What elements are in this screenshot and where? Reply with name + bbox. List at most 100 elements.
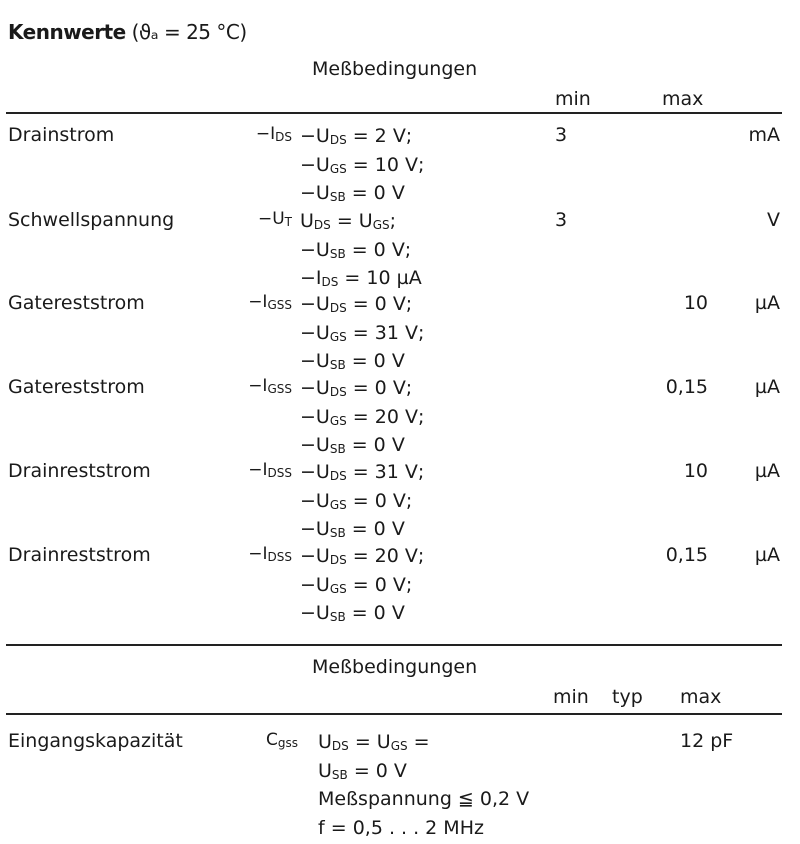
measurement-conditions: −UDS = 2 V;−UGS = 10 V;−USB = 0 V xyxy=(300,124,424,210)
symbol-subscript: DSS xyxy=(268,466,292,480)
condition-symbol: −U xyxy=(300,574,330,596)
condition-value: = 0 V; xyxy=(347,377,413,399)
max-value: 10 xyxy=(640,292,708,314)
condition-line: −USB = 0 V xyxy=(300,181,424,210)
table-row: Drainreststrom −IDSS −UDS = 20 V; −UGS = 0 … xyxy=(0,544,800,628)
condition-subscript: DS xyxy=(330,385,347,399)
condition-value: = U xyxy=(331,210,373,232)
condition-value: = 10 µA xyxy=(338,267,421,289)
symbol-subscript: DSS xyxy=(268,550,292,564)
condition-symbol: −U xyxy=(300,125,330,147)
condition-symbol: −U xyxy=(300,293,330,315)
condition-value: = 31 V; xyxy=(347,461,425,483)
condition-line: −UGS = 10 V; xyxy=(300,153,424,182)
condition-symbol: −U xyxy=(300,182,330,204)
condition-symbol: Meßspannung ≦ 0,2 V xyxy=(318,788,529,810)
parameter-symbol: −IDS xyxy=(230,124,292,144)
condition-subscript: GS xyxy=(330,330,347,344)
table1-header-conditions: Meßbedingungen xyxy=(312,58,477,80)
symbol-subscript: DS xyxy=(275,130,292,144)
condition-subscript: DS xyxy=(314,218,331,232)
condition-symbol: U xyxy=(318,731,332,753)
symbol-subscript: GSS xyxy=(267,382,292,396)
max-value: 0,15 xyxy=(640,544,708,566)
unit: mA xyxy=(720,124,780,146)
condition-line: −UGS = 20 V; xyxy=(300,405,424,434)
unit: µA xyxy=(720,544,780,566)
condition-value: = 0 V xyxy=(346,518,405,540)
condition-subscript: GS xyxy=(330,414,347,428)
condition-subscript: DS xyxy=(330,301,347,315)
condition-line: −IDS = 10 µA xyxy=(300,266,422,295)
table2-header-conditions: Meßbedingungen xyxy=(312,656,477,678)
measurement-conditions: −UDS = 0 V;−UGS = 20 V;−USB = 0 V xyxy=(300,376,424,462)
condition-subscript: DS xyxy=(330,553,347,567)
condition-symbol: f = 0,5 . . . 2 MHz xyxy=(318,817,484,839)
symbol-letter: −I xyxy=(248,292,267,312)
table2-header-rule xyxy=(6,713,782,715)
condition-line: −UGS = 0 V; xyxy=(300,573,424,602)
parameter-symbol: −IDSS xyxy=(230,460,292,480)
symbol-letter: −U xyxy=(258,209,285,229)
condition-line: −UGS = 31 V; xyxy=(300,321,424,350)
condition-subscript: DS xyxy=(330,133,347,147)
condition-symbol: −U xyxy=(300,461,330,483)
parameter-symbol: Cgss xyxy=(236,730,298,750)
parameter-symbol: −IGSS xyxy=(230,292,292,312)
condition-symbol: −U xyxy=(300,406,330,428)
condition-value: = 0 V; xyxy=(347,293,413,315)
unit: V xyxy=(720,209,780,231)
condition-value: = 0 V xyxy=(346,182,405,204)
title-bold: Kennwerte xyxy=(8,20,126,44)
condition-line: −UGS = 0 V; xyxy=(300,489,424,518)
condition-subscript: DS xyxy=(322,275,339,289)
condition-line: −USB = 0 V xyxy=(300,601,424,630)
condition-value: = 20 V; xyxy=(347,545,425,567)
condition-subscript: GS xyxy=(330,498,347,512)
parameter-name: Gatereststrom xyxy=(8,376,145,398)
symbol-letter: C xyxy=(266,730,278,750)
condition-value: = 0 V; xyxy=(346,239,412,261)
table2-top-rule xyxy=(6,644,782,646)
condition-line: −UDS = 31 V; xyxy=(300,460,424,489)
table-row: Gatereststrom−IGSS−UDS = 0 V;−UGS = 31 V… xyxy=(0,292,800,376)
condition-symbol: −U xyxy=(300,239,330,261)
condition-value: = 20 V; xyxy=(347,406,425,428)
condition-value: = 0 V; xyxy=(347,574,413,596)
condition-symbol: −U xyxy=(300,518,330,540)
condition-value: = 31 V; xyxy=(347,322,425,344)
condition-subscript: GS xyxy=(330,162,347,176)
condition-line: −USB = 0 V xyxy=(300,517,424,546)
condition-symbol: U xyxy=(300,210,314,232)
symbol-subscript: T xyxy=(285,215,292,229)
parameter-name: Drainreststrom xyxy=(8,544,151,566)
parameter-name: Drainstrom xyxy=(8,124,114,146)
max-value: 10 xyxy=(640,460,708,482)
condition-line: −USB = 0 V xyxy=(300,433,424,462)
condition-line: −UDS = 0 V; xyxy=(300,376,424,405)
unit: µA xyxy=(720,292,780,314)
min-value: 3 xyxy=(555,209,567,231)
condition-symbol: −U xyxy=(300,490,330,512)
condition-line: USB = 0 V xyxy=(318,759,529,788)
condition-subscript: SB xyxy=(330,358,346,372)
condition-subscript: DS xyxy=(330,469,347,483)
condition-value: = 0 V xyxy=(346,602,405,624)
condition-symbol: U xyxy=(318,760,332,782)
symbol-letter: −I xyxy=(256,124,275,144)
measurement-conditions: −UDS = 0 V;−UGS = 31 V;−USB = 0 V xyxy=(300,292,424,378)
condition-line: −USB = 0 V xyxy=(300,349,424,378)
parameter-symbol: −IGSS xyxy=(230,376,292,396)
symbol-subscript: GSS xyxy=(267,298,292,312)
table2-header-max: max xyxy=(680,686,721,708)
table1-header-rule xyxy=(6,112,782,114)
table1-header-min: min xyxy=(555,88,591,110)
symbol-letter: −I xyxy=(248,544,267,564)
condition-symbol: −U xyxy=(300,545,330,567)
condition-subscript: DS xyxy=(332,739,349,753)
condition-line: Meßspannung ≦ 0,2 V xyxy=(318,787,529,816)
condition-symbol: −U xyxy=(300,350,330,372)
condition-symbol: −U xyxy=(300,322,330,344)
title-conditions: (ϑₐ = 25 °C) xyxy=(126,20,247,44)
